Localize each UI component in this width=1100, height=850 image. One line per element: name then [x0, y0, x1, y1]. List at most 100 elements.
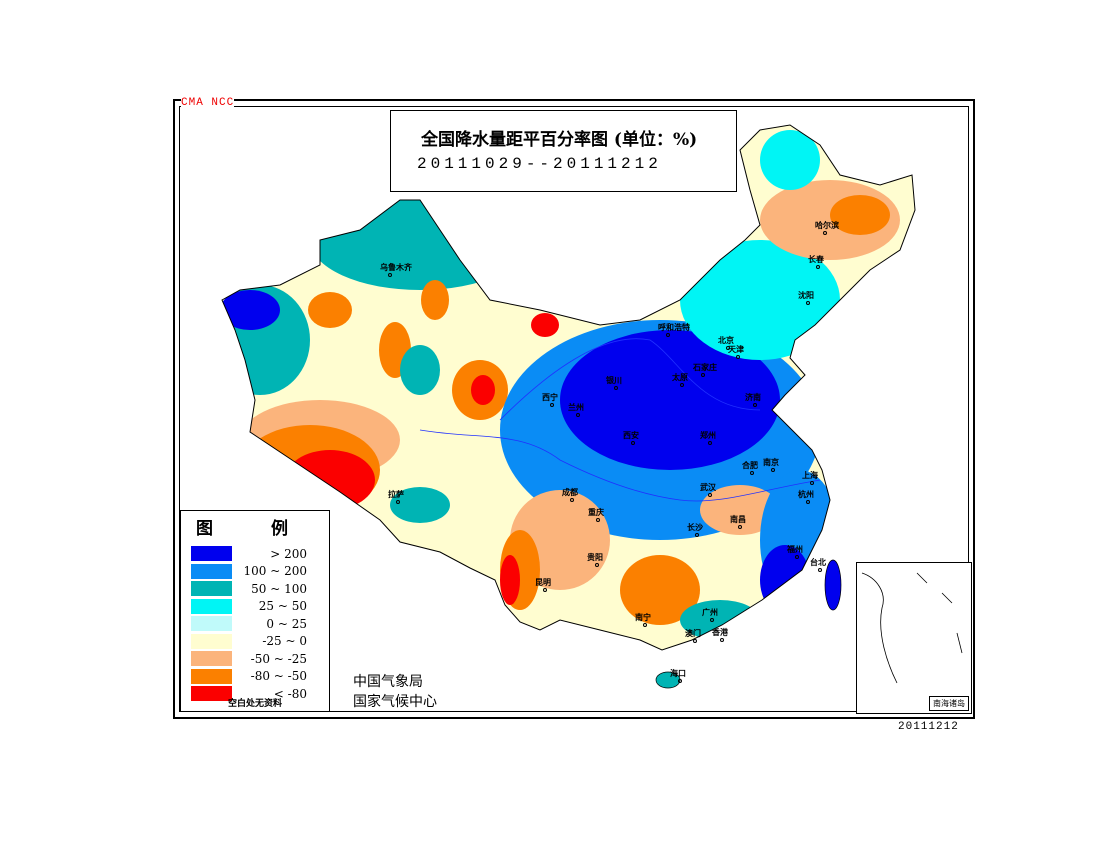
city-marker	[396, 500, 400, 504]
legend-swatch	[191, 686, 232, 702]
city-label: 银川	[605, 375, 622, 385]
no-data-note: 空白处无资料	[227, 699, 282, 709]
city-label: 太原	[671, 372, 688, 382]
city-marker	[750, 471, 754, 475]
city-label: 郑州	[700, 430, 716, 440]
legend-item: -50 ~ -25	[181, 650, 329, 668]
title-box: 全国降水量距平百分率图 (单位：%) 20111029--20111212	[390, 110, 737, 192]
legend-item: 50 ~ 100	[181, 580, 329, 598]
org-ncc: 国家气候中心	[353, 694, 437, 710]
city-marker	[806, 500, 810, 504]
city-marker	[701, 373, 705, 377]
city-marker	[631, 441, 635, 445]
city-marker	[753, 403, 757, 407]
city-marker	[720, 638, 724, 642]
city-marker	[543, 588, 547, 592]
legend-label: -80 ~ -50	[250, 669, 307, 684]
city-label: 长春	[808, 254, 824, 264]
city-label: 香港	[711, 627, 729, 637]
city-label: 福州	[786, 544, 803, 554]
taiwan-island	[824, 559, 842, 611]
city-marker	[678, 679, 682, 683]
city-marker	[710, 618, 714, 622]
city-marker	[570, 498, 574, 502]
legend-swatch	[191, 546, 232, 562]
legend-label: > 200	[270, 546, 307, 561]
city-marker	[738, 525, 742, 529]
city-marker	[576, 413, 580, 417]
city-label: 海口	[670, 668, 686, 678]
organization: 中国气象局 国家气候中心	[353, 672, 437, 712]
legend-item: > 200	[181, 545, 329, 563]
city-marker	[708, 441, 712, 445]
legend-label: -25 ~ 0	[262, 634, 307, 649]
city-label: 台北	[810, 557, 826, 567]
inset-label: 南海诸岛	[929, 696, 969, 711]
legend-swatch	[191, 616, 232, 632]
city-marker	[693, 639, 697, 643]
city-label: 南宁	[635, 612, 651, 622]
city-marker	[596, 518, 600, 522]
legend-item: 25 ~ 50	[181, 598, 329, 616]
city-label: 石家庄	[692, 362, 717, 372]
city-marker	[643, 623, 647, 627]
city-marker	[810, 481, 814, 485]
city-label: 长沙	[687, 522, 703, 532]
city-label: 广州	[702, 607, 718, 617]
legend-label: 25 ~ 50	[258, 599, 307, 614]
south-china-sea-inset: 南海诸岛	[856, 562, 972, 714]
city-label: 澳门	[685, 628, 701, 638]
city-label: 拉萨	[388, 489, 404, 499]
map-inner-frame	[179, 106, 969, 712]
legend-swatch	[191, 598, 232, 614]
city-label: 呼和浩特	[658, 322, 690, 332]
city-label: 南京	[763, 457, 779, 467]
city-label: 武汉	[700, 482, 717, 492]
legend-label: 50 ~ 100	[251, 581, 307, 596]
legend-label: -50 ~ -25	[250, 651, 307, 666]
city-marker	[818, 568, 822, 572]
issue-date: 20111212	[898, 721, 959, 733]
org-cma: 中国气象局	[353, 674, 423, 690]
city-marker	[614, 386, 618, 390]
city-label: 兰州	[568, 402, 584, 412]
city-label: 贵阳	[587, 552, 603, 562]
city-label: 杭州	[798, 489, 814, 499]
city-marker	[795, 555, 799, 559]
city-marker	[771, 468, 775, 472]
agency-mark: CMA NCC	[181, 97, 235, 109]
city-label: 上海	[802, 470, 818, 480]
legend-item: -80 ~ -50	[181, 668, 329, 686]
legend: 图 例 > 200 100 ~ 200 50 ~ 100 25 ~ 50 0 ~ 25 -…	[180, 510, 330, 712]
legend-label: < -80	[273, 686, 307, 701]
city-marker	[666, 333, 670, 337]
city-label: 乌鲁木齐	[380, 262, 413, 272]
legend-swatch	[191, 581, 232, 597]
city-marker	[736, 355, 740, 359]
yangtze-river	[419, 429, 821, 502]
legend-swatch	[191, 633, 232, 649]
city-label: 济南	[745, 392, 761, 402]
inset-map	[861, 572, 963, 684]
legend-item: < -80	[181, 685, 329, 703]
legend-label: 100 ~ 200	[243, 564, 308, 579]
legend-swatch	[191, 668, 232, 684]
city-label: 成都	[562, 487, 578, 497]
legend-item: 100 ~ 200	[181, 563, 329, 581]
yellow-river	[499, 338, 761, 421]
city-label: 北京	[718, 335, 734, 345]
city-marker	[823, 231, 827, 235]
legend-item: -25 ~ 0	[181, 633, 329, 651]
legend-title: 图 例	[196, 519, 314, 539]
city-label: 天津	[728, 344, 744, 354]
city-marker	[726, 346, 730, 350]
city-marker	[806, 301, 810, 305]
city-marker	[695, 533, 699, 537]
city-marker	[550, 403, 554, 407]
legend-item: 0 ~ 25	[181, 615, 329, 633]
legend-label: 0 ~ 25	[266, 616, 307, 631]
city-label: 南昌	[730, 514, 746, 524]
legend-swatch	[191, 651, 232, 667]
city-label: 合肥	[741, 460, 758, 470]
